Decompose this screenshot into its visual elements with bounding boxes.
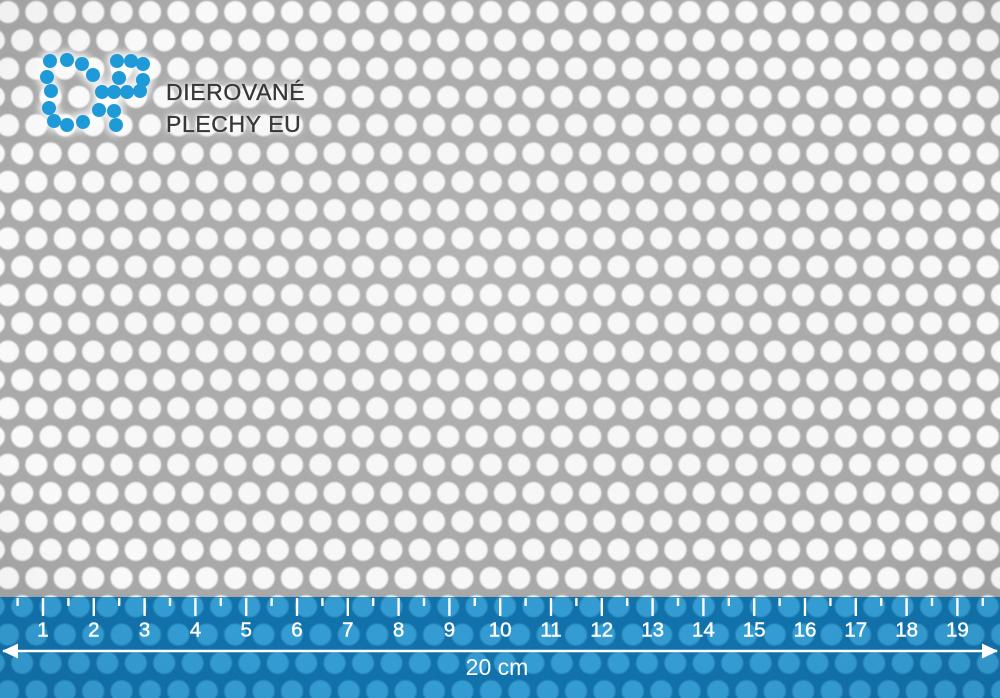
ruler-tick-minor — [422, 598, 426, 606]
ruler-tick-major — [397, 598, 400, 616]
logo-dot — [107, 104, 121, 118]
ruler-number: 6 — [291, 619, 302, 642]
ruler-number: 9 — [444, 619, 455, 642]
ruler-tick-major — [803, 598, 807, 616]
ruler-tick-major — [905, 598, 908, 616]
ruler-tick-minor — [118, 598, 121, 606]
ruler-number: 18 — [895, 619, 918, 642]
logo-dot — [124, 54, 138, 68]
ruler-tick-major — [600, 598, 603, 616]
ruler-numbers: 1 2 3 4 5 6 7 8 9 10 11 12 13 14 15 16 17 18 19 — [37, 618, 969, 642]
ruler-tick-major — [956, 598, 959, 616]
ruler-number: 12 — [590, 619, 613, 642]
ruler-tick-minor — [626, 598, 629, 606]
ruler-tick-major — [854, 598, 857, 616]
ruler-number: 7 — [342, 619, 353, 642]
ruler-tick-minor — [16, 598, 19, 606]
ruler-tick-minor — [575, 598, 578, 606]
ruler-tick-minor — [321, 598, 324, 606]
logo-dot — [133, 84, 147, 98]
logo-dot — [112, 71, 126, 85]
ruler-number: 17 — [844, 619, 867, 642]
ruler-tick-minor — [778, 598, 781, 606]
logo-dot — [136, 73, 150, 87]
logo-dot — [120, 85, 134, 99]
ruler-tick-minor — [676, 598, 680, 606]
ruler-tick-major — [702, 598, 705, 616]
brand-logo: DIEROVANÉ PLECHY EU — [166, 76, 305, 140]
ruler-number: 16 — [794, 619, 817, 642]
ruler-ticks — [16, 598, 984, 616]
logo-dot — [136, 57, 150, 71]
arrowhead-left-icon — [2, 643, 18, 659]
ruler-tick-major — [295, 598, 299, 616]
logo-dot — [40, 70, 54, 84]
ruler-tick-major — [499, 598, 502, 616]
ruler-tick-minor — [372, 598, 375, 606]
ruler-number: 14 — [692, 619, 715, 642]
ruler-length-label: 20 cm — [466, 654, 529, 680]
ruler-number: 4 — [190, 619, 201, 642]
ruler-number: 11 — [540, 619, 561, 642]
ruler-tick-major — [448, 598, 451, 616]
logo-dot — [75, 57, 89, 71]
ruler-tick-minor — [880, 598, 883, 606]
logo-dot — [60, 118, 74, 132]
ruler-tick-major — [245, 598, 248, 616]
ruler-number: 5 — [240, 619, 251, 642]
ruler-number: 15 — [743, 619, 766, 642]
logo-dot — [109, 118, 123, 132]
ruler-scale-arrow — [2, 643, 998, 659]
brand-name-line1: DIEROVANÉ — [166, 79, 306, 105]
ruler-tick-minor — [270, 598, 273, 606]
ruler-tick-major — [651, 598, 654, 616]
logo-dot — [110, 54, 124, 68]
dp-logo-dots-icon — [40, 53, 150, 132]
ruler-tick-minor — [219, 598, 222, 606]
ruler-tick-major — [194, 598, 197, 616]
ruler-number: 8 — [393, 619, 404, 642]
arrowhead-right-icon — [982, 643, 998, 659]
ruler-number: 1 — [37, 619, 48, 642]
logo-dot — [42, 101, 56, 115]
ruler-number: 13 — [641, 619, 664, 642]
ruler-tick-minor — [473, 598, 476, 606]
ruler-tick-minor — [829, 598, 832, 606]
ruler-tick-major — [143, 598, 146, 616]
ruler-tick-minor — [67, 598, 70, 606]
ruler-markings: 1 2 3 4 5 6 7 8 9 10 11 12 13 14 15 16 17 18 19 20 cm — [2, 598, 998, 680]
ruler-tick-major — [41, 598, 45, 616]
logo-dot — [47, 114, 61, 128]
logo-dot — [86, 68, 100, 82]
ruler-tick-major — [549, 598, 553, 616]
ruler-number: 2 — [88, 619, 99, 642]
logo-dot — [95, 85, 109, 99]
ruler-tick-minor — [930, 598, 934, 606]
logo-dot — [44, 84, 58, 98]
ruler-number: 3 — [139, 619, 150, 642]
logo-dot — [76, 115, 90, 129]
ruler-number: 10 — [489, 619, 512, 642]
logo-dot — [92, 103, 106, 117]
ruler-tick-minor — [727, 598, 730, 606]
ruler-tick-minor — [524, 598, 527, 606]
ruler-tick-major — [92, 598, 95, 616]
brand-name-line2: PLECHY EU — [166, 111, 302, 137]
logo-dot — [60, 53, 74, 67]
ruler-tick-minor — [168, 598, 172, 606]
logo-dot — [107, 85, 121, 99]
ruler-number: 19 — [946, 619, 969, 642]
logo-dot — [43, 54, 57, 68]
ruler-tick-major — [753, 598, 756, 616]
ruler-tick-major — [346, 598, 349, 616]
ruler-tick-minor — [981, 598, 984, 606]
